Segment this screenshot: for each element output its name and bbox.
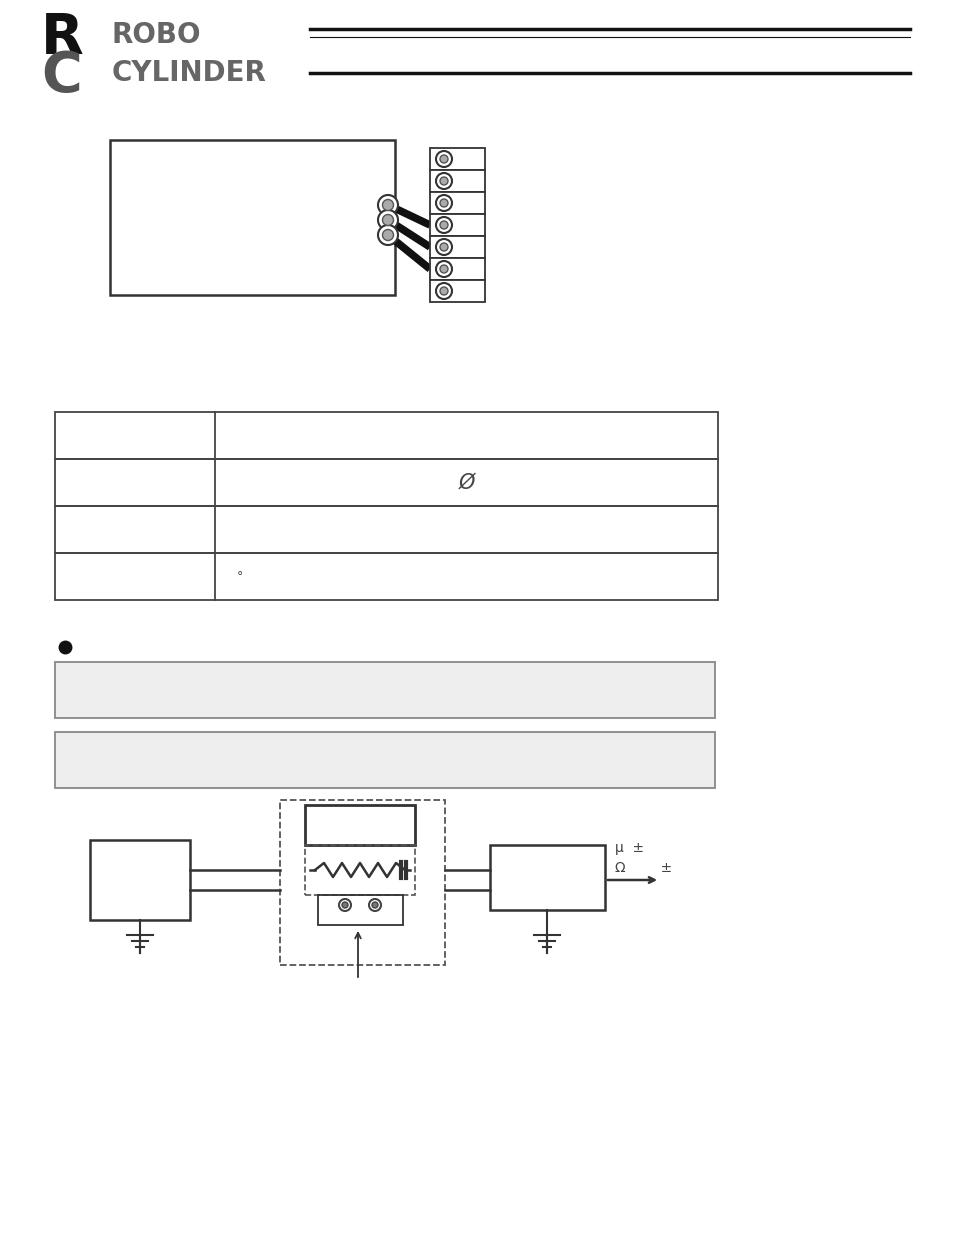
Bar (55, 732, 714, 788)
Circle shape (382, 200, 393, 210)
Circle shape (436, 261, 452, 277)
Circle shape (439, 287, 448, 295)
Bar (430, 236, 484, 258)
Text: Ø: Ø (457, 473, 475, 493)
Circle shape (377, 225, 397, 245)
Text: μ  ±: μ ± (615, 841, 643, 855)
Circle shape (436, 151, 452, 167)
Text: °: ° (236, 571, 243, 583)
Bar (430, 280, 484, 303)
Bar (55, 459, 718, 506)
Bar (110, 140, 395, 295)
Circle shape (341, 902, 348, 908)
Circle shape (369, 899, 380, 911)
Text: R: R (41, 11, 83, 65)
Circle shape (439, 221, 448, 228)
Circle shape (436, 217, 452, 233)
Circle shape (436, 195, 452, 211)
Circle shape (439, 243, 448, 251)
Bar (305, 805, 415, 845)
Bar (55, 553, 718, 600)
Text: C: C (42, 49, 82, 103)
Text: ROBO: ROBO (112, 21, 201, 49)
Circle shape (439, 156, 448, 163)
Bar (430, 170, 484, 191)
Bar (55, 412, 718, 459)
Bar (490, 845, 604, 910)
Circle shape (439, 199, 448, 207)
Circle shape (338, 899, 351, 911)
Circle shape (382, 215, 393, 226)
Bar (55, 506, 718, 553)
Bar (90, 840, 190, 920)
Text: Ω        ±: Ω ± (615, 861, 672, 876)
Bar (430, 214, 484, 236)
Bar (430, 258, 484, 280)
Circle shape (377, 195, 397, 215)
Bar (305, 845, 415, 895)
Bar (55, 662, 714, 718)
Circle shape (436, 240, 452, 254)
Circle shape (436, 283, 452, 299)
Text: CYLINDER: CYLINDER (112, 59, 267, 86)
Bar (317, 895, 402, 925)
Circle shape (377, 210, 397, 230)
Circle shape (372, 902, 377, 908)
Bar (430, 148, 484, 170)
Circle shape (439, 266, 448, 273)
Bar (430, 191, 484, 214)
Circle shape (439, 177, 448, 185)
Circle shape (436, 173, 452, 189)
Circle shape (382, 230, 393, 241)
Bar (280, 800, 444, 965)
